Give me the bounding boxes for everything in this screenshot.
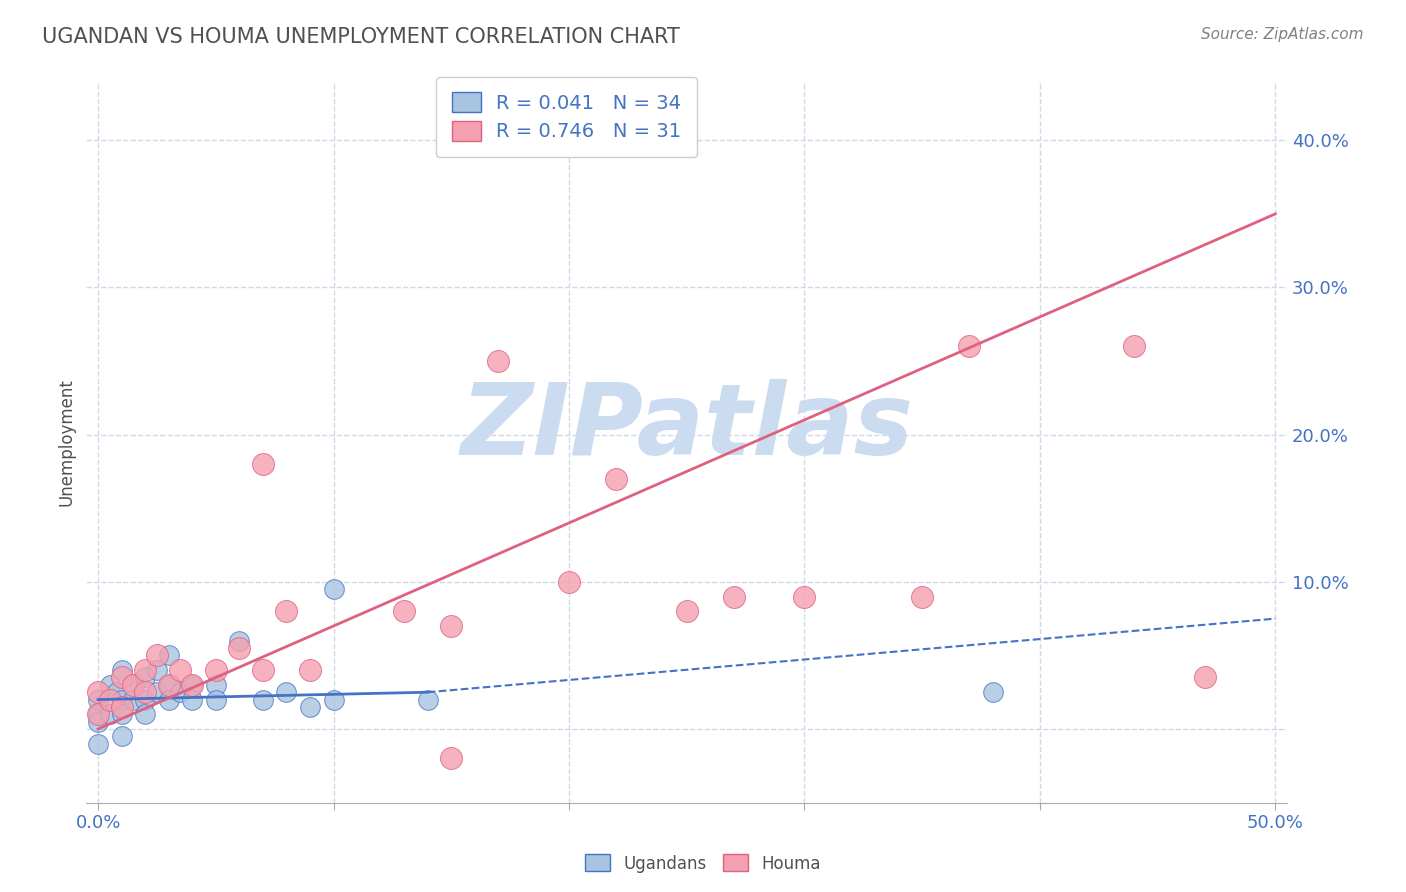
Text: UGANDAN VS HOUMA UNEMPLOYMENT CORRELATION CHART: UGANDAN VS HOUMA UNEMPLOYMENT CORRELATIO… [42, 27, 681, 46]
Point [1194, 671, 1216, 685]
Point [169, 663, 191, 677]
Point [440, 619, 463, 633]
Point [105, 685, 128, 699]
Text: ZIPatlas: ZIPatlas [460, 379, 914, 476]
Point [157, 648, 180, 663]
Point [228, 633, 250, 648]
Text: Source: ZipAtlas.com: Source: ZipAtlas.com [1201, 27, 1364, 42]
Point [122, 678, 145, 692]
Point [793, 590, 815, 604]
Point [87, 737, 110, 751]
Point [146, 663, 169, 677]
Point [204, 692, 226, 706]
Point [181, 692, 204, 706]
Point [605, 472, 627, 486]
Point [981, 685, 1004, 699]
Point [134, 671, 156, 685]
Point [558, 574, 581, 589]
Point [157, 692, 180, 706]
Point [110, 671, 132, 685]
Point [110, 692, 132, 706]
Point [486, 354, 509, 368]
Point [723, 590, 745, 604]
Point [87, 685, 110, 699]
Legend: R = 0.041   N = 34, R = 0.746   N = 31: R = 0.041 N = 34, R = 0.746 N = 31 [436, 77, 697, 157]
Point [228, 641, 250, 656]
Point [134, 685, 156, 699]
Point [204, 663, 226, 677]
Point [87, 707, 110, 722]
Point [252, 692, 274, 706]
Point [98, 692, 121, 706]
Point [122, 692, 145, 706]
Point [957, 339, 980, 353]
Y-axis label: Unemployment: Unemployment [58, 378, 75, 506]
Point [276, 685, 298, 699]
Point [146, 685, 169, 699]
Point [298, 663, 321, 677]
Point [675, 604, 697, 618]
Point [322, 582, 344, 597]
Point [110, 707, 132, 722]
Point [134, 692, 156, 706]
Point [98, 707, 121, 722]
Point [157, 678, 180, 692]
Point [134, 663, 156, 677]
Point [181, 678, 204, 692]
Point [87, 692, 110, 706]
Point [416, 692, 439, 706]
Point [134, 707, 156, 722]
Point [157, 678, 180, 692]
Point [181, 678, 204, 692]
Point [440, 751, 463, 765]
Point [87, 714, 110, 729]
Point [252, 663, 274, 677]
Point [169, 685, 191, 699]
Point [110, 730, 132, 744]
Point [392, 604, 415, 618]
Point [1123, 339, 1146, 353]
Point [911, 590, 934, 604]
Point [252, 457, 274, 471]
Point [110, 700, 132, 714]
Legend: Ugandans, Houma: Ugandans, Houma [578, 847, 828, 880]
Point [110, 663, 132, 677]
Point [122, 678, 145, 692]
Point [146, 648, 169, 663]
Point [98, 678, 121, 692]
Point [276, 604, 298, 618]
Point [322, 692, 344, 706]
Point [87, 707, 110, 722]
Point [298, 700, 321, 714]
Point [204, 678, 226, 692]
